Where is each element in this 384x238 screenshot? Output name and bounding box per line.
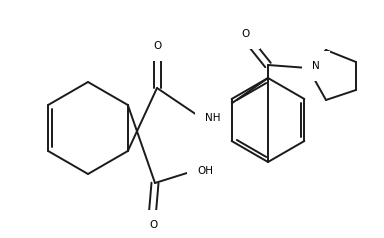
Text: O: O	[241, 29, 249, 39]
Text: O: O	[149, 220, 157, 230]
Text: OH: OH	[197, 166, 213, 176]
Text: N: N	[312, 61, 320, 71]
Text: NH: NH	[205, 113, 220, 123]
Text: O: O	[154, 41, 162, 51]
